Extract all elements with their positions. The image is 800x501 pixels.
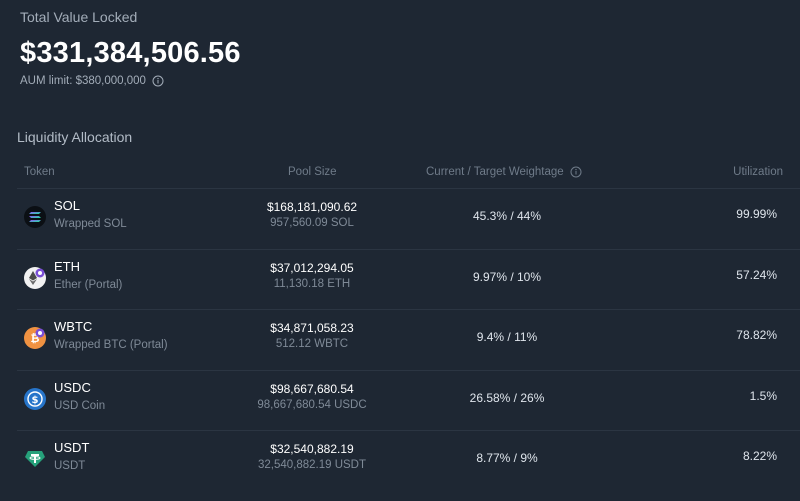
column-header-token: Token bbox=[24, 166, 55, 178]
utilization: 1.5% bbox=[749, 388, 777, 403]
token-name: USDT bbox=[54, 460, 86, 472]
tvl-value: $331,384,506.56 bbox=[20, 37, 241, 69]
eth-icon bbox=[24, 266, 46, 289]
wbtc-icon: ₿ bbox=[24, 327, 46, 349]
info-icon[interactable] bbox=[570, 166, 582, 178]
table-header: Token Pool Size Current / Target Weighta… bbox=[17, 158, 800, 188]
aum-limit-text: AUM limit: $380,000,000 bbox=[20, 75, 146, 87]
table-row[interactable]: ETH Ether (Portal) $37,012,294.05 11,130… bbox=[17, 248, 800, 310]
weightage: 9.97% / 10% bbox=[472, 269, 542, 284]
pool-size: $98,667,680.54 98,667,680.54 USDC bbox=[237, 382, 387, 411]
column-header-utilization: Utilization bbox=[733, 166, 783, 178]
usdc-icon: $ bbox=[24, 387, 46, 410]
table-row[interactable]: USDT USDT $32,540,882.19 32,540,882.19 U… bbox=[17, 430, 800, 491]
token-symbol: SOL bbox=[54, 198, 81, 213]
pool-size-usd: $37,012,294.05 bbox=[270, 260, 354, 275]
utilization: 78.82% bbox=[736, 328, 777, 342]
pool-size-usd: $32,540,882.19 bbox=[270, 442, 354, 456]
token-name: Wrapped BTC (Portal) bbox=[54, 339, 168, 351]
usdt-icon bbox=[24, 448, 46, 470]
token-name: Wrapped SOL bbox=[54, 218, 127, 230]
liquidity-allocation-title: Liquidity Allocation bbox=[17, 129, 133, 145]
utilization: 99.99% bbox=[736, 207, 777, 221]
liquidity-allocation-table: Token Pool Size Current / Target Weighta… bbox=[17, 158, 800, 491]
sol-icon bbox=[24, 206, 46, 228]
pool-size: $34,871,058.23 512.12 WBTC bbox=[237, 321, 387, 350]
column-header-weightage: Current / Target Weightage bbox=[426, 166, 582, 178]
svg-text:₿: ₿ bbox=[31, 332, 40, 345]
table-row[interactable]: $ USDC USD Coin $98,667,680.54 98,667,68… bbox=[17, 369, 800, 431]
pool-size-usd: $168,181,090.62 bbox=[266, 200, 358, 214]
pool-size-amount: 512.12 WBTC bbox=[275, 338, 349, 350]
table-row[interactable]: ₿ WBTC Wrapped BTC (Portal) $34,871,058.… bbox=[17, 309, 800, 370]
pool-size-usd: $34,871,058.23 bbox=[270, 321, 354, 335]
token-name: Ether (Portal) bbox=[54, 278, 123, 291]
pool-size-amount: 98,667,680.54 USDC bbox=[257, 398, 367, 411]
pool-size: $37,012,294.05 11,130.18 ETH bbox=[237, 261, 387, 290]
weightage: 26.58% / 26% bbox=[469, 390, 545, 405]
token-name: USD Coin bbox=[54, 399, 106, 412]
pool-size: $168,181,090.62 957,560.09 SOL bbox=[237, 200, 387, 229]
table-row[interactable]: SOL Wrapped SOL $168,181,090.62 957,560.… bbox=[17, 188, 800, 249]
weightage: 8.77% / 9% bbox=[476, 451, 538, 465]
weightage: 9.4% / 11% bbox=[476, 330, 538, 344]
weightage: 45.3% / 44% bbox=[472, 209, 542, 223]
pool-size-amount: 32,540,882.19 USDT bbox=[257, 459, 367, 471]
svg-text:$: $ bbox=[32, 395, 39, 406]
pool-size: $32,540,882.19 32,540,882.19 USDT bbox=[237, 442, 387, 471]
utilization: 8.22% bbox=[742, 449, 777, 463]
token-symbol: USDT bbox=[54, 440, 90, 455]
tvl-label: Total Value Locked bbox=[20, 9, 138, 25]
utilization: 57.24% bbox=[736, 267, 777, 282]
column-header-weightage-label: Current / Target Weightage bbox=[426, 166, 564, 178]
pool-size-amount: 957,560.09 SOL bbox=[270, 217, 354, 229]
token-symbol: WBTC bbox=[54, 319, 93, 334]
info-icon[interactable] bbox=[152, 75, 164, 87]
pool-size-amount: 11,130.18 ETH bbox=[273, 277, 351, 290]
token-symbol: ETH bbox=[54, 258, 80, 274]
pool-size-usd: $98,667,680.54 bbox=[270, 381, 354, 396]
token-symbol: USDC bbox=[54, 379, 91, 395]
column-header-pool-size: Pool Size bbox=[288, 166, 337, 178]
aum-limit-row: AUM limit: $380,000,000 bbox=[20, 75, 164, 87]
